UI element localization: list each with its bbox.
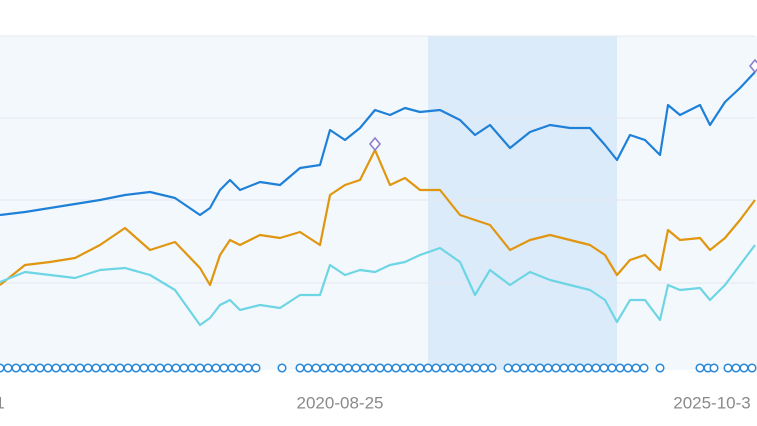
series-line (0, 71, 756, 217)
event-marker (235, 363, 245, 373)
event-marker (211, 363, 221, 373)
event-marker (319, 363, 329, 373)
event-marker (75, 363, 85, 373)
event-marker (343, 363, 353, 373)
event-marker (303, 363, 313, 373)
event-marker (431, 363, 441, 373)
event-marker (91, 363, 101, 373)
series-line (0, 244, 756, 327)
event-marker (631, 363, 641, 373)
event-marker (511, 363, 521, 373)
event-marker (243, 363, 253, 373)
event-marker (471, 363, 481, 373)
x-tick-label: 2020-08-25 (297, 393, 384, 412)
event-marker (559, 363, 569, 373)
event-marker (639, 363, 649, 373)
event-marker (623, 363, 633, 373)
peak-marker (748, 58, 757, 74)
event-marker (203, 363, 213, 373)
peak-marker (368, 136, 382, 152)
series-line (0, 148, 756, 287)
event-marker (115, 363, 125, 373)
event-marker (383, 363, 393, 373)
event-marker (503, 363, 513, 373)
event-marker (295, 363, 305, 373)
event-marker (11, 363, 21, 373)
event-marker (487, 363, 497, 373)
event-marker (219, 363, 229, 373)
event-marker (51, 363, 61, 373)
event-marker (655, 363, 665, 373)
event-marker (399, 363, 409, 373)
event-marker (227, 363, 237, 373)
event-marker (277, 363, 287, 373)
event-marker (615, 363, 625, 373)
event-marker (607, 363, 617, 373)
event-marker (311, 363, 321, 373)
event-marker (3, 363, 13, 373)
event-marker (123, 363, 133, 373)
event-marker (709, 363, 719, 373)
event-marker (155, 363, 165, 373)
event-marker (479, 363, 489, 373)
event-marker (747, 363, 757, 373)
event-marker (187, 363, 197, 373)
event-marker (251, 363, 261, 373)
event-marker (147, 363, 157, 373)
event-marker (163, 363, 173, 373)
event-marker (367, 363, 377, 373)
event-marker (83, 363, 93, 373)
event-marker (723, 363, 733, 373)
event-marker (107, 363, 117, 373)
plot-background (0, 36, 757, 370)
event-marker (519, 363, 529, 373)
event-marker (463, 363, 473, 373)
event-marker (0, 363, 5, 373)
event-marker (551, 363, 561, 373)
event-marker (455, 363, 465, 373)
x-tick-label: 1 (0, 393, 5, 412)
event-marker (375, 363, 385, 373)
event-marker (423, 363, 433, 373)
event-marker (415, 363, 425, 373)
event-marker (543, 363, 553, 373)
event-marker (327, 363, 337, 373)
event-marker (19, 363, 29, 373)
event-marker (439, 363, 449, 373)
event-marker (335, 363, 345, 373)
event-marker (447, 363, 457, 373)
event-marker (179, 363, 189, 373)
event-marker (695, 363, 705, 373)
event-marker (67, 363, 77, 373)
event-marker (195, 363, 205, 373)
event-marker (407, 363, 417, 373)
event-marker (359, 363, 369, 373)
event-marker (139, 363, 149, 373)
event-marker (99, 363, 109, 373)
event-marker (27, 363, 37, 373)
event-marker (575, 363, 585, 373)
event-marker (131, 363, 141, 373)
event-marker (599, 363, 609, 373)
event-marker (171, 363, 181, 373)
event-marker (567, 363, 577, 373)
event-marker (583, 363, 593, 373)
event-marker (535, 363, 545, 373)
event-marker (591, 363, 601, 373)
event-marker (739, 363, 749, 373)
event-marker (351, 363, 361, 373)
event-marker (35, 363, 45, 373)
x-tick-label: 2025-10-3 (673, 393, 751, 412)
event-marker (59, 363, 69, 373)
event-marker (43, 363, 53, 373)
highlight-band (428, 36, 617, 370)
event-marker (527, 363, 537, 373)
event-marker (731, 363, 741, 373)
event-marker (391, 363, 401, 373)
